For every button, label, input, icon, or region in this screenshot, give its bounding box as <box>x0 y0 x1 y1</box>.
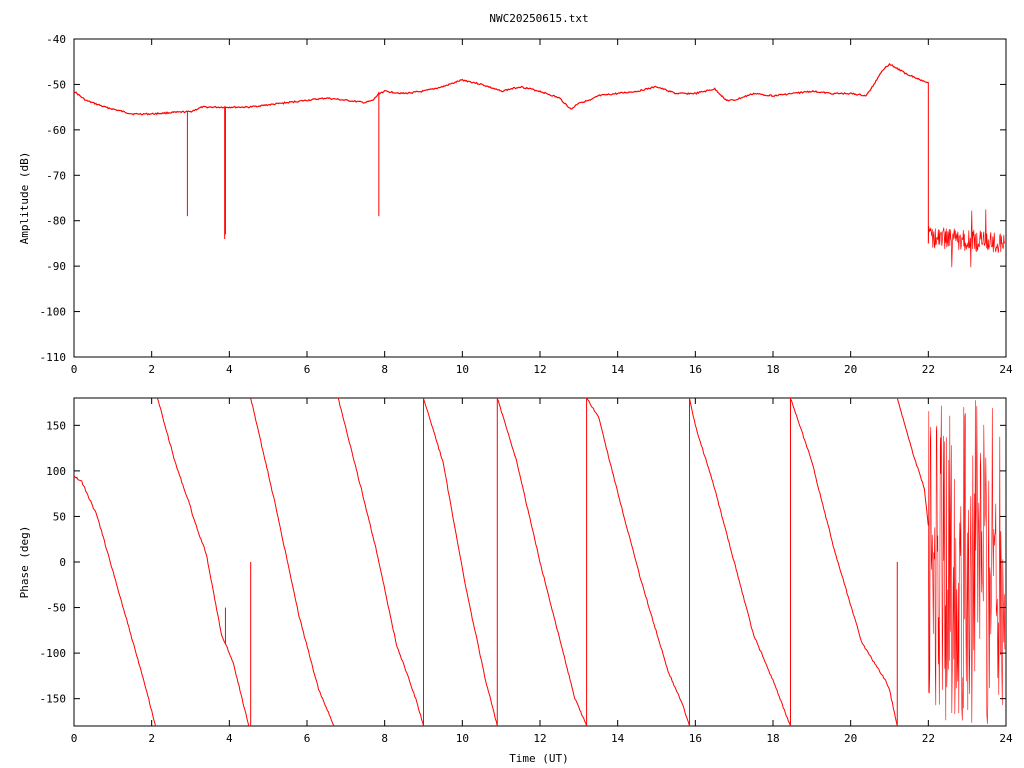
phase-xtick-label: 8 <box>381 732 388 745</box>
phase-xtick-label: 0 <box>71 732 78 745</box>
amplitude-xtick-label: 10 <box>456 363 469 376</box>
amplitude-xtick-label: 24 <box>999 363 1013 376</box>
amplitude-ytick-label: -50 <box>46 78 66 91</box>
amplitude-xtick-label: 12 <box>533 363 546 376</box>
phase-x-ticks: 0 2 4 6 8 10 12 14 16 18 20 22 24 <box>71 398 1013 745</box>
phase-ramp <box>896 397 929 526</box>
phase-xtick-label: 20 <box>844 732 857 745</box>
phase-ramp <box>337 397 424 727</box>
phase-ramp <box>250 398 335 727</box>
amplitude-xtick-label: 14 <box>611 363 625 376</box>
phase-xtick-label: 2 <box>148 732 155 745</box>
chart-title: NWC20250615.txt <box>489 12 588 25</box>
phase-ytick-label: 0 <box>59 556 66 569</box>
phase-xtick-label: 12 <box>533 732 546 745</box>
amplitude-xtick-label: 18 <box>766 363 779 376</box>
phase-xtick-label: 14 <box>611 732 625 745</box>
amplitude-xtick-label: 2 <box>148 363 155 376</box>
amplitude-y-ticks: -40 -50 -60 -70 -80 -90 -100 -110 <box>40 33 1006 364</box>
phase-ramp <box>586 397 690 727</box>
amplitude-ytick-label: -70 <box>46 169 66 182</box>
amplitude-xtick-label: 4 <box>226 363 233 376</box>
amplitude-series <box>73 62 1006 268</box>
phase-xtick-label: 4 <box>226 732 233 745</box>
amplitude-xtick-label: 22 <box>922 363 935 376</box>
amplitude-xtick-label: 16 <box>689 363 702 376</box>
phase-ytick-label: 150 <box>46 419 66 432</box>
amplitude-line <box>73 62 929 116</box>
amplitude-ytick-label: -80 <box>46 215 66 228</box>
phase-ramp <box>73 475 157 727</box>
phase-ramp <box>157 398 250 727</box>
phase-xtick-label: 6 <box>304 732 311 745</box>
amplitude-y-axis-label: Amplitude (dB) <box>18 152 31 245</box>
phase-ytick-label: -100 <box>40 647 67 660</box>
phase-xtick-label: 24 <box>999 732 1013 745</box>
amplitude-noise <box>927 209 1006 268</box>
phase-series <box>73 397 1006 727</box>
amplitude-panel: -40-50-60-70-80-90-100-110 0 2 4 6 8 10 12 14 16… <box>18 33 1013 376</box>
phase-ytick-label: 50 <box>53 510 66 523</box>
amplitude-xtick-label: 6 <box>304 363 311 376</box>
amplitude-xtick-label: 20 <box>844 363 857 376</box>
amplitude-x-ticks: 0 2 4 6 8 10 12 14 16 18 20 22 24 <box>71 39 1013 376</box>
phase-ytick-label: 100 <box>46 465 66 478</box>
phase-y-axis-label: Phase (deg) <box>18 526 31 599</box>
amplitude-ytick-label: -40 <box>46 33 66 46</box>
amplitude-ytick-label: -110 <box>40 351 67 364</box>
phase-y-ticks: 150 100 50 0 -50 -100 -150 <box>40 419 1006 706</box>
phase-ramp <box>423 398 498 727</box>
phase-xtick-label: 18 <box>766 732 779 745</box>
phase-ramp <box>790 398 898 727</box>
phase-ramp <box>496 398 588 727</box>
phase-noise <box>927 400 1006 724</box>
phase-xtick-label: 22 <box>922 732 935 745</box>
phase-ytick-label: -50 <box>46 602 66 615</box>
phase-ramp <box>689 398 791 727</box>
amplitude-ytick-label: -100 <box>40 306 67 319</box>
phase-xtick-label: 10 <box>456 732 469 745</box>
phase-ytick-label: -150 <box>40 693 67 706</box>
amplitude-ytick-label: -90 <box>46 260 66 273</box>
amplitude-xtick-label: 8 <box>381 363 388 376</box>
amplitude-ytick-label: -60 <box>46 124 66 137</box>
amplitude-plot-frame <box>73 38 1007 358</box>
phase-xtick-label: 16 <box>689 732 702 745</box>
x-axis-label: Time (UT) <box>509 752 569 765</box>
amplitude-xtick-label: 0 <box>71 363 78 376</box>
